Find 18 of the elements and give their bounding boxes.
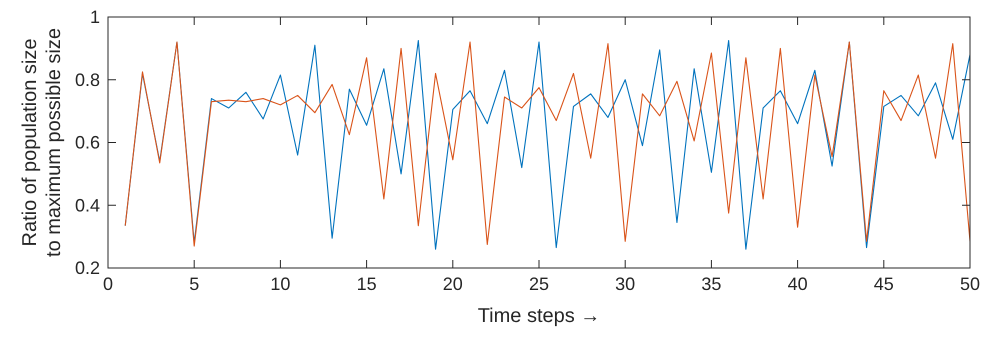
- x-axis-title: Time steps →: [478, 305, 600, 327]
- x-tick-label: 0: [102, 274, 114, 294]
- x-tick-label: 45: [874, 274, 894, 294]
- x-tick-label: 35: [701, 274, 722, 294]
- x-tick-label: 10: [270, 274, 290, 294]
- x-tick-label: 40: [788, 274, 808, 294]
- x-tick-label: 30: [615, 274, 636, 294]
- y-tick-label: 0.4: [74, 195, 100, 216]
- x-tick-label: 25: [528, 274, 550, 294]
- x-tick-label: 5: [189, 274, 200, 294]
- y-tick-label: 0.2: [74, 258, 100, 278]
- x-tick-label: 20: [442, 274, 463, 294]
- y-tick-label: 0.8: [74, 70, 100, 90]
- x-tick-label: 15: [356, 274, 377, 294]
- x-tick-label: 50: [960, 274, 980, 294]
- y-axis-title: Ratio of population size to maximum possible size: [19, 28, 65, 257]
- y-tick-label: 0.6: [74, 132, 100, 152]
- y-tick-label: 1: [90, 7, 100, 27]
